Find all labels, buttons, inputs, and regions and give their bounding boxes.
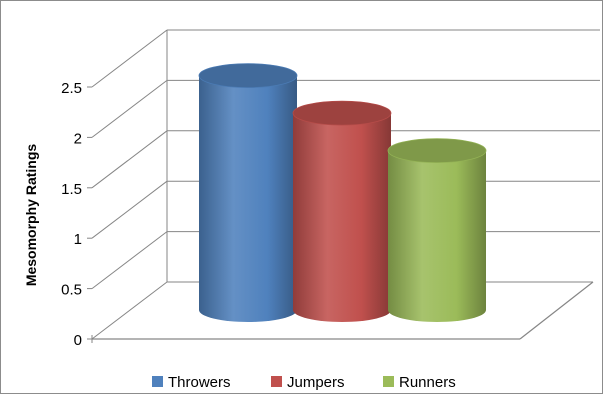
legend-label: Jumpers <box>287 374 345 391</box>
gridline-diagonal <box>91 281 168 340</box>
bar-throwers <box>198 63 298 322</box>
bar-body <box>388 150 486 322</box>
y-tick-label: 1.5 <box>61 181 82 198</box>
legend-swatch <box>152 376 163 387</box>
legend-label: Throwers <box>168 374 231 391</box>
y-tick-label: 1 <box>74 231 82 248</box>
bar-top <box>198 63 298 89</box>
legend-item-runners: Runners <box>383 374 456 391</box>
gridline-diagonal <box>91 231 168 289</box>
legend-item-jumpers: Jumpers <box>271 374 345 391</box>
gridline-diagonal <box>91 130 168 189</box>
y-tick-label: 0.5 <box>61 282 82 299</box>
bar-top <box>387 138 487 164</box>
bar-body <box>199 75 297 322</box>
y-axis-ticks: 0 0.5 1 1.5 2 2.5 <box>61 80 92 349</box>
bar-runners <box>387 138 487 322</box>
bars <box>198 63 487 322</box>
chart-walls <box>91 30 594 343</box>
legend-item-throwers: Throwers <box>152 374 231 391</box>
gridline-diagonal <box>91 80 168 138</box>
floor-right-edge <box>519 281 594 340</box>
y-tick-label: 0 <box>74 332 82 349</box>
bar-body <box>293 113 391 322</box>
legend-label: Runners <box>399 374 456 391</box>
gridline-diagonal <box>91 180 168 239</box>
bar-top <box>292 100 392 126</box>
y-tick-label: 2 <box>74 130 82 147</box>
y-axis-label: Mesomorphy Ratings <box>23 144 39 287</box>
legend: Throwers Jumpers Runners <box>152 374 456 391</box>
legend-swatch <box>383 376 394 387</box>
gridline-diagonal <box>91 29 168 88</box>
legend-swatch <box>271 376 282 387</box>
bar-jumpers <box>292 100 392 322</box>
y-tick-label: 2.5 <box>61 80 82 97</box>
